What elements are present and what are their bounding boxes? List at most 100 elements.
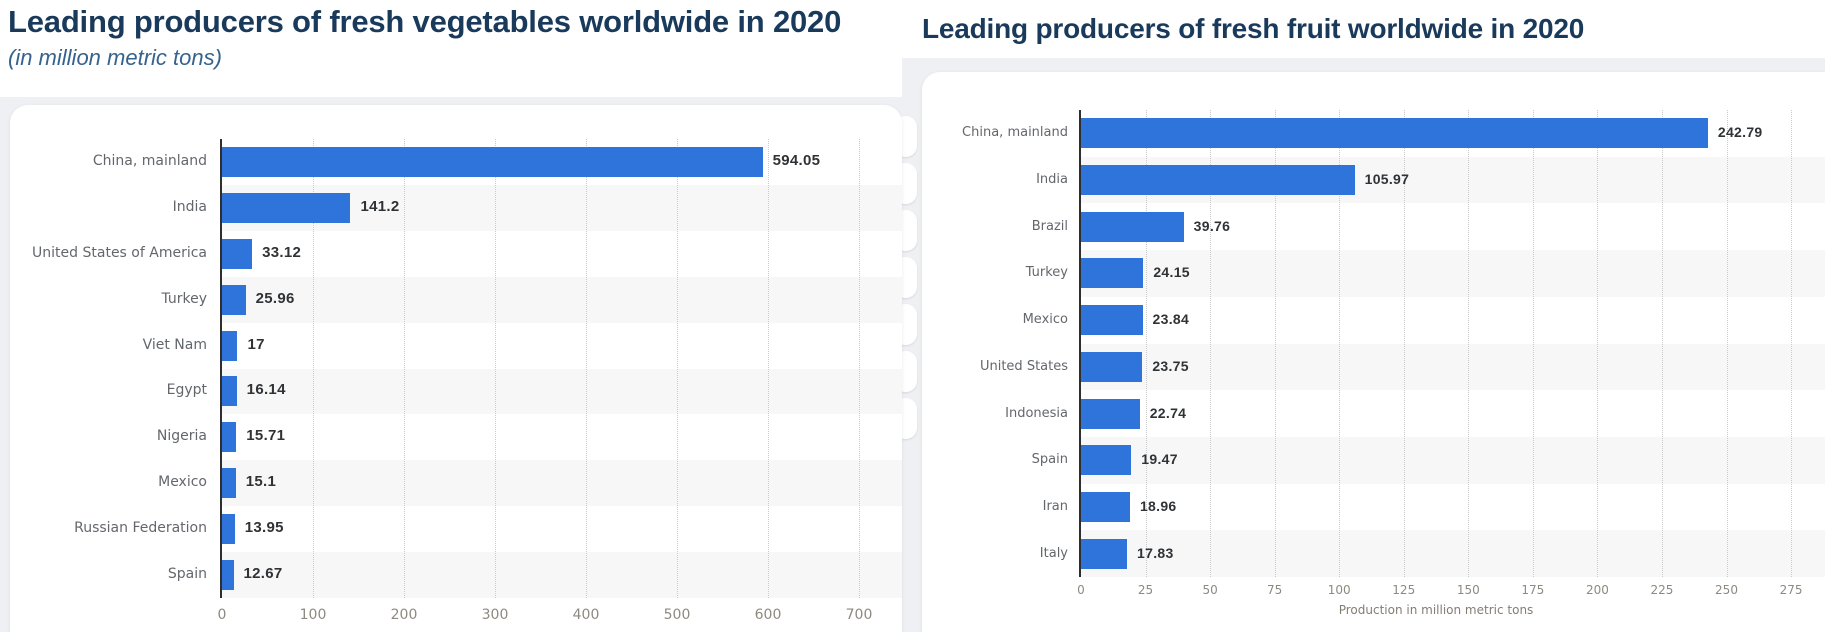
bar-value-label: 18.96 <box>1139 497 1177 514</box>
x-tick-label: 25 <box>1137 583 1154 597</box>
bar <box>1081 538 1128 569</box>
x-tick-label: 200 <box>1585 583 1609 597</box>
bar <box>222 560 234 591</box>
gridline <box>586 139 587 598</box>
left-chart-subtitle: (in million metric tons) <box>8 45 222 70</box>
bar-value-label: 23.75 <box>1152 357 1189 374</box>
x-tick-label: 500 <box>663 607 691 623</box>
bar-value-label: 39.76 <box>1193 217 1231 234</box>
bar <box>1081 305 1143 336</box>
x-tick-label: 275 <box>1779 583 1803 597</box>
bar-value-label: 17 <box>247 335 265 353</box>
bar-value-label: 23.84 <box>1152 311 1190 328</box>
bar <box>222 192 351 223</box>
vegetables-chart-card: China, mainland 594.05 India 141.2 United St… <box>10 105 902 632</box>
gridline <box>1791 110 1793 577</box>
bar <box>222 146 763 177</box>
gridline <box>1210 110 1212 577</box>
bar <box>1081 398 1140 429</box>
gridline <box>495 139 496 598</box>
bar-value-label: 242.79 <box>1717 124 1763 141</box>
row-stripe <box>1081 436 1825 484</box>
row-stripe <box>222 460 902 507</box>
row-stripe <box>222 552 902 598</box>
category-label: Turkey <box>161 290 207 307</box>
fruit-bar-chart: China, mainland 242.79 India 105.97 Brazil 39… <box>922 72 1825 632</box>
x-tick-label: 100 <box>299 607 327 623</box>
row-stripe <box>222 276 902 323</box>
category-label: Turkey <box>1025 265 1068 281</box>
gridline <box>404 139 405 598</box>
category-label: Spain <box>167 566 207 583</box>
fruit-chart-card: China, mainland 242.79 India 105.97 Brazil 39… <box>922 72 1825 632</box>
category-label: Viet Nam <box>142 336 207 353</box>
row-stripe <box>222 368 902 415</box>
bar-value-label: 22.74 <box>1149 404 1187 421</box>
bar <box>1081 258 1144 289</box>
bar <box>222 238 253 269</box>
x-tick-label: 700 <box>845 607 873 623</box>
x-tick-label: 400 <box>572 607 600 623</box>
category-label: United States of America <box>32 244 207 261</box>
x-tick-label: 600 <box>754 607 782 623</box>
gridline <box>1403 110 1405 577</box>
x-tick-label: 250 <box>1715 583 1738 597</box>
category-label: Egypt <box>166 382 207 399</box>
bar <box>1081 165 1355 196</box>
gridline <box>1726 110 1728 577</box>
category-label: United States <box>979 358 1068 374</box>
bar <box>1081 211 1184 242</box>
category-label: Indonesia <box>1005 405 1068 421</box>
bar-value-label: 24.15 <box>1153 264 1190 281</box>
vegetables-bar-chart: China, mainland 594.05 India 141.2 United St… <box>10 105 902 632</box>
bar <box>222 330 238 361</box>
bar-value-label: 15.71 <box>246 427 286 445</box>
bar-value-label: 12.67 <box>243 565 283 583</box>
bar <box>222 422 237 453</box>
category-label: Brazil <box>1031 218 1068 234</box>
bar <box>222 468 236 499</box>
gridline <box>1145 110 1147 577</box>
gridline <box>677 139 678 598</box>
x-tick-label: 50 <box>1202 583 1218 597</box>
x-tick-label: 0 <box>217 607 227 623</box>
category-label: Italy <box>1039 545 1068 561</box>
bar-value-label: 141.2 <box>360 197 400 215</box>
x-tick-label: 225 <box>1650 583 1674 597</box>
bar <box>1081 491 1130 522</box>
row-stripe <box>1081 530 1825 577</box>
bar <box>1081 351 1143 382</box>
bar-value-label: 15.1 <box>245 473 277 491</box>
category-label: India <box>172 198 207 215</box>
gridline <box>313 139 314 598</box>
gridline <box>768 139 769 598</box>
x-tick-label: 300 <box>481 607 509 623</box>
x-axis-title: Production in million metric tons <box>1338 603 1534 617</box>
category-label: China, mainland <box>92 152 207 169</box>
bar-value-label: 33.12 <box>262 243 302 261</box>
gridline <box>1274 110 1276 577</box>
category-label: Iran <box>1042 498 1068 514</box>
row-stripe <box>1081 250 1825 297</box>
category-label: India <box>1036 172 1068 188</box>
category-label: China, mainland <box>962 125 1068 141</box>
bar <box>1081 445 1132 476</box>
right-chart-title: Leading producers of fresh fruit worldwi… <box>922 13 1585 44</box>
x-tick-label: 200 <box>390 607 418 623</box>
y-axis-line <box>1079 110 1081 577</box>
bar-value-label: 25.96 <box>255 289 295 307</box>
category-label: Nigeria <box>156 428 207 445</box>
bar <box>222 514 235 545</box>
x-tick-label: 150 <box>1456 583 1480 597</box>
bar-value-label: 16.14 <box>246 381 286 399</box>
row-stripe <box>1081 343 1825 391</box>
x-tick-label: 0 <box>1077 583 1085 597</box>
bar-value-label: 19.47 <box>1141 451 1178 468</box>
left-chart-title: Leading producers of fresh vegetables wo… <box>8 4 842 39</box>
bar <box>222 284 246 315</box>
bar-value-label: 13.95 <box>244 519 284 537</box>
y-axis-line <box>220 139 222 598</box>
bar-value-label: 105.97 <box>1364 171 1410 188</box>
bar <box>1081 118 1708 149</box>
category-label: Mexico <box>158 474 207 491</box>
